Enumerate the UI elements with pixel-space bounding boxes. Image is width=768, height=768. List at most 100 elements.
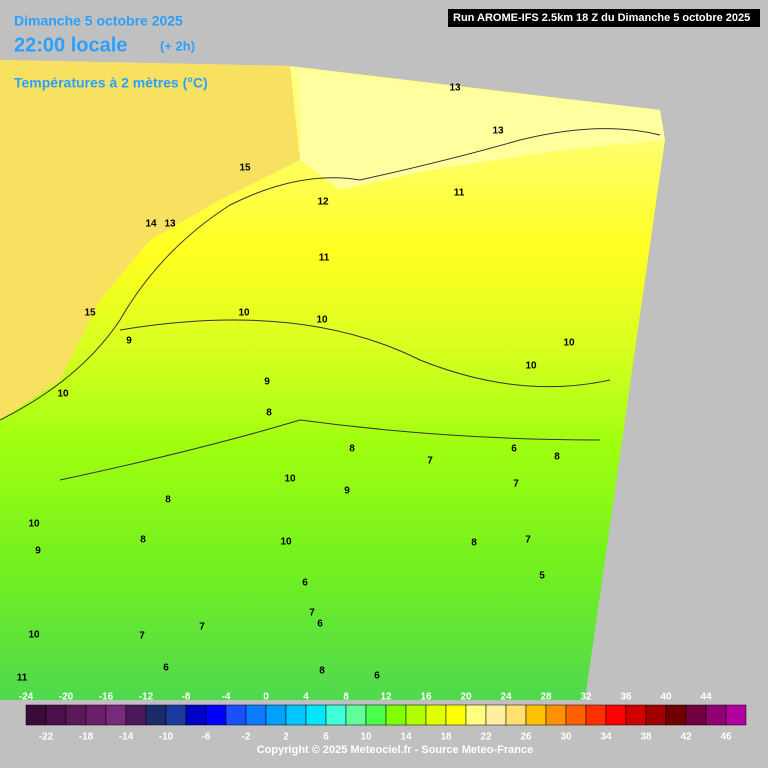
scale-label: 24 [500, 692, 512, 703]
north-area [300, 70, 665, 190]
scale-label: 18 [440, 732, 452, 743]
color-scale: -24 -20 -16 -12 -8 -4 0 4 8 12 16 20 24 28 32 36 40 44-22… [19, 692, 747, 743]
contour-label: 6 [317, 619, 323, 630]
scale-swatch [645, 704, 667, 726]
scale-swatch [105, 704, 127, 726]
contour-label: 11 [454, 188, 465, 199]
contour-label: 7 [309, 608, 315, 619]
scale-label: 44 [700, 692, 712, 703]
contour-label: 10 [28, 630, 40, 641]
scale-swatch [425, 704, 447, 726]
scale-swatch [565, 704, 587, 726]
time: 22:00 locale [14, 34, 127, 56]
scale-label: 40 [660, 692, 672, 703]
scale-swatch [25, 704, 47, 726]
scale-swatch [505, 704, 527, 726]
scale-swatch [445, 704, 467, 726]
scale-label: 8 [343, 692, 349, 703]
contour-label: 8 [554, 452, 560, 463]
scale-swatch [385, 704, 407, 726]
scale-swatch [585, 704, 607, 726]
scale-label: 14 [400, 732, 412, 743]
offset: (+ 2h) [160, 38, 195, 53]
scale-label: 22 [480, 732, 492, 743]
scale-swatch [605, 704, 627, 726]
contour-label: 7 [427, 456, 433, 467]
date: Dimanche 5 octobre 2025 [14, 13, 183, 29]
scale-swatch [45, 704, 67, 726]
scale-swatch [305, 704, 327, 726]
contour-label: 7 [513, 479, 519, 490]
scale-swatch [625, 704, 647, 726]
contour-lines [0, 128, 661, 481]
scale-label: 38 [640, 732, 652, 743]
scale-label: -2 [242, 732, 251, 743]
contour-label: 9 [126, 336, 132, 347]
contour-label: 13 [449, 83, 461, 94]
scale-label: 2 [283, 732, 289, 743]
scale-label: -16 [99, 692, 114, 703]
contour-label: 15 [84, 308, 96, 319]
scale-swatch [225, 704, 247, 726]
scale-label: 0 [263, 692, 269, 703]
scale-swatch [85, 704, 107, 726]
scale-label: -4 [222, 692, 231, 703]
scale-label: -24 [19, 692, 34, 703]
scale-swatch [545, 704, 567, 726]
contour-label: 7 [139, 631, 145, 642]
contour-label: 10 [238, 308, 250, 319]
scale-label: -10 [159, 732, 174, 743]
scale-label: 32 [580, 692, 592, 703]
scale-label: -8 [182, 692, 191, 703]
scale-label: 20 [460, 692, 472, 703]
contour-label: 10 [57, 389, 69, 400]
scale-swatch [345, 704, 367, 726]
scale-swatch [665, 704, 687, 726]
scale-label: 36 [620, 692, 632, 703]
contour-label: 10 [525, 361, 537, 372]
scale-swatch [485, 704, 507, 726]
scale-swatch [265, 704, 287, 726]
contour-label: 11 [319, 253, 330, 264]
scale-swatch [285, 704, 307, 726]
scale-label: -6 [202, 732, 211, 743]
scale-label: 46 [720, 732, 732, 743]
contour-label: 8 [349, 444, 355, 455]
scale-swatch [145, 704, 167, 726]
contour-label: 10 [28, 519, 40, 530]
contour-label: 10 [563, 338, 575, 349]
scale-label: 28 [540, 692, 552, 703]
scale-label: 34 [600, 732, 612, 743]
scale-swatch [705, 704, 727, 726]
scale-swatch [165, 704, 187, 726]
contour-label: 8 [319, 666, 325, 677]
scale-swatch [245, 704, 267, 726]
scale-label: 26 [520, 732, 532, 743]
contour-label: 5 [539, 571, 545, 582]
contour-label: 10 [284, 474, 296, 485]
scale-label: 6 [323, 732, 329, 743]
scale-swatch [725, 704, 747, 726]
contour-label: 13 [164, 219, 176, 230]
contour-label: 7 [525, 535, 531, 546]
scale-swatch [65, 704, 87, 726]
scale-swatch [525, 704, 547, 726]
contour-label: 9 [344, 486, 350, 497]
contour-label: 6 [302, 578, 308, 589]
scale-label: 16 [420, 692, 432, 703]
scale-label: -14 [119, 732, 134, 743]
scale-label: -22 [39, 732, 54, 743]
run-box [448, 9, 760, 27]
sea-area [0, 60, 300, 420]
field: Températures à 2 mètres (°C) [14, 75, 208, 91]
scale-label: -20 [59, 692, 74, 703]
scale-label: 30 [560, 732, 572, 743]
scale-label: -18 [79, 732, 94, 743]
contour-label: 6 [163, 663, 169, 674]
scale-label: 4 [303, 692, 309, 703]
scale-swatch [325, 704, 347, 726]
run: Run AROME-IFS 2.5km 18 Z du Dimanche 5 o… [453, 12, 750, 24]
scale-swatch [465, 704, 487, 726]
contour-label: 15 [239, 163, 251, 174]
